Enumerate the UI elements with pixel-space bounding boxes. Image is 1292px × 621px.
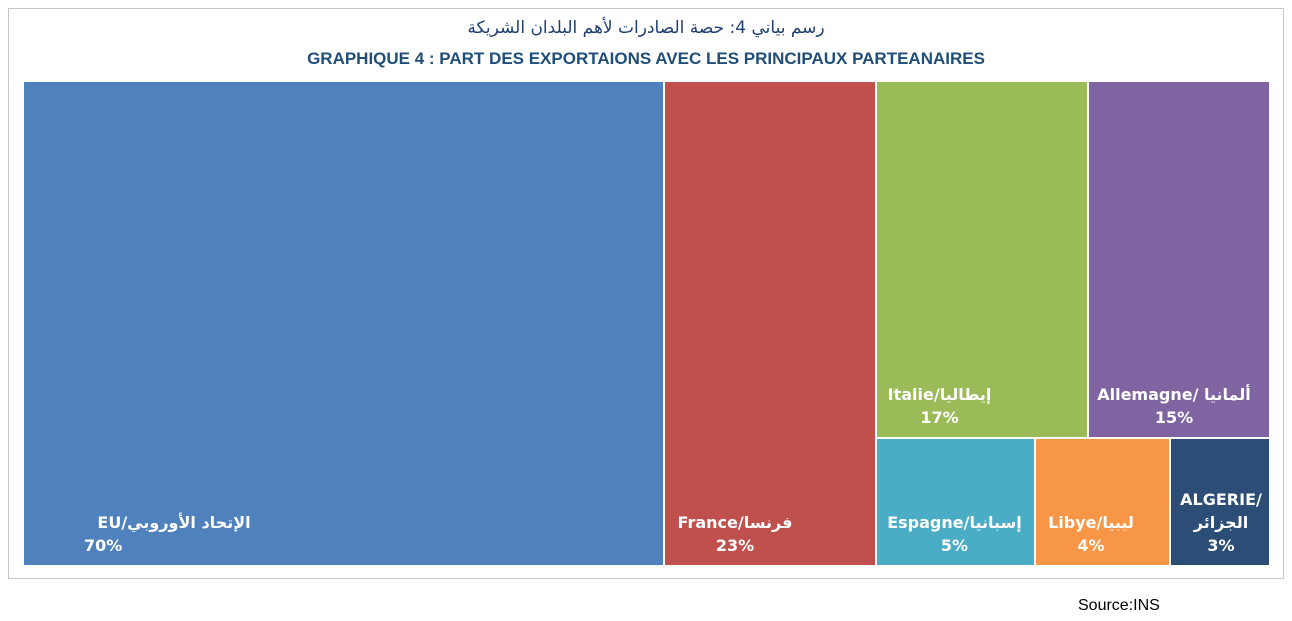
tile-libye-value: 4%: [1077, 536, 1105, 555]
chart-title-french: GRAPHIQUE 4 : PART DES EXPORTAIONS AVEC …: [307, 49, 985, 68]
tile-italie-label: Italie/إيطاليا 17%: [877, 383, 1002, 429]
tile-libye: Libye/ليبيا 4%: [1035, 438, 1170, 566]
tile-allemagne-label: Allemagne/ ألمانيا 15%: [1089, 383, 1259, 429]
tile-france-label: France/فرنسا 23%: [665, 511, 805, 557]
tile-algerie: ALGERIE/ الجزائر 3%: [1170, 438, 1270, 566]
tile-algerie-name: ALGERIE/ الجزائر: [1180, 490, 1262, 532]
tile-algerie-value: 3%: [1207, 536, 1235, 555]
tile-eu-label: EU/الإتحاد الأوروبي 70%: [24, 511, 324, 557]
tile-france-name: France/فرنسا: [677, 513, 793, 532]
tile-eu-value: 70%: [84, 536, 123, 555]
tile-france: France/فرنسا 23%: [664, 81, 876, 566]
tile-libye-name: Libye/ليبيا: [1048, 513, 1134, 532]
tile-algerie-label: ALGERIE/ الجزائر 3%: [1171, 488, 1271, 557]
tile-espagne-value: 5%: [940, 536, 969, 555]
tile-libye-label: Libye/ليبيا 4%: [1036, 511, 1146, 557]
tile-eu: EU/الإتحاد الأوروبي 70%: [23, 81, 664, 566]
source-note: Source:INS: [1078, 597, 1160, 614]
tile-allemagne-value: 15%: [1154, 408, 1194, 427]
tile-allemagne-name: Allemagne/ ألمانيا: [1097, 385, 1251, 404]
tile-italie: Italie/إيطاليا 17%: [876, 81, 1088, 438]
tile-eu-name: EU/الإتحاد الأوروبي: [97, 513, 251, 532]
chart-title-arabic: رسم بياني 4: حصة الصادرات لأهم البلدان ا…: [467, 18, 825, 38]
tile-allemagne: Allemagne/ ألمانيا 15%: [1088, 81, 1270, 438]
tile-italie-value: 17%: [920, 408, 959, 427]
tile-espagne-name: Espagne/إسبانيا: [887, 513, 1022, 532]
tile-italie-name: Italie/إيطاليا: [887, 385, 992, 404]
tile-espagne-label: Espagne/إسبانيا 5%: [877, 511, 1032, 557]
tile-france-value: 23%: [715, 536, 755, 555]
tile-espagne: Espagne/إسبانيا 5%: [876, 438, 1035, 566]
